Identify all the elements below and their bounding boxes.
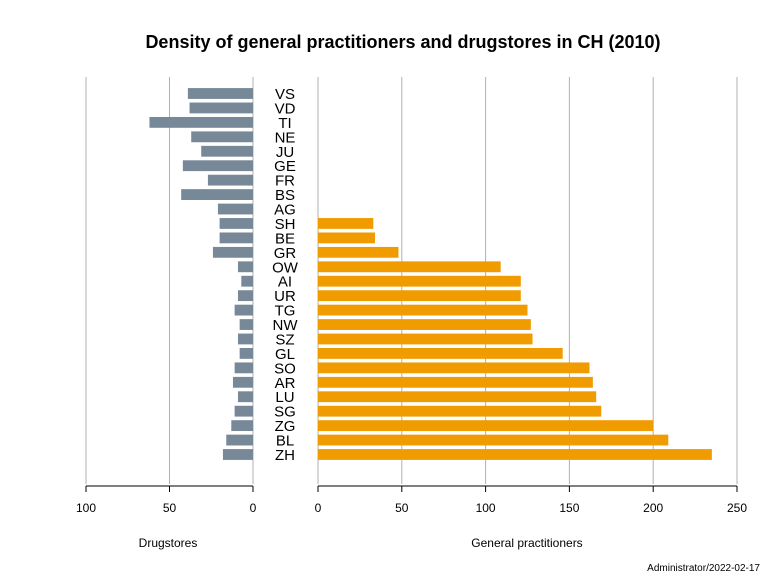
practitioner-bar-nw [318,319,531,330]
category-label-gl: GL [275,346,295,363]
category-label-fr: FR [275,173,295,190]
category-label-tg: TG [275,303,296,320]
category-label-ne: NE [275,129,296,146]
practitioner-bar-sz [318,333,533,345]
drugstore-bar-ur [237,290,253,302]
category-label-ai: AI [278,274,292,291]
category-label-zg: ZG [275,418,296,435]
category-label-ju: JU [276,144,294,161]
tick-label: 100 [76,501,96,515]
drugstore-bar-be [219,232,253,244]
drugstore-bars [149,88,253,460]
category-label-bs: BS [275,187,295,204]
practitioner-bar-sg [318,405,602,417]
drugstore-bar-lu [237,391,253,403]
category-label-sz: SZ [275,331,294,348]
category-label-ar: AR [275,375,296,392]
category-label-zh: ZH [275,447,295,464]
practitioner-bar-ow [318,261,501,273]
practitioner-bar-bl [318,434,669,446]
drugstore-bar-so [234,362,253,374]
tick-label: 50 [163,501,177,515]
drugstore-bar-gl [239,348,253,359]
drugstore-bar-ne [191,131,253,143]
practitioner-bar-zg [318,420,654,432]
tick-label: 150 [559,501,579,515]
category-label-be: BE [275,230,295,247]
drugstore-bar-ju [201,145,253,157]
tick-label: 0 [250,501,257,515]
practitioner-bar-sh [318,218,374,229]
drugstore-bar-vs [187,88,253,99]
category-label-ti: TI [278,115,291,132]
drugstore-bar-ar [232,376,253,388]
practitioner-bar-ur [318,290,521,302]
drugstore-bar-bs [181,189,253,200]
drugstore-bar-zh [222,449,253,460]
practitioners-axis: 0 50 100 150 200 250 [315,485,747,515]
drugstore-bar-sg [234,405,253,417]
category-label-lu: LU [275,389,294,406]
practitioner-bar-be [318,232,375,244]
practitioner-bar-tg [318,304,528,316]
drugstores-axis: 100 50 0 [76,485,257,515]
category-label-so: SO [274,360,296,377]
practitioner-bar-lu [318,391,597,403]
practitioner-bar-zh [318,449,712,460]
drugstore-bar-ti [149,116,253,128]
tick-label: 0 [315,501,322,515]
tick-label: 50 [395,501,409,515]
drugstore-bar-gr [212,246,253,258]
drugstore-bar-sh [219,218,253,229]
category-label-ag: AG [274,202,296,219]
drugstores-axis-label: Drugstores [139,536,198,550]
practitioner-bar-so [318,362,590,374]
drugstore-bar-sz [237,333,253,345]
drugstore-bar-ge [182,160,253,172]
credit-text: Administrator/2022-02-17 [647,563,760,574]
practitioner-bars [318,218,712,460]
category-label-bl: BL [276,433,294,450]
category-label-vs: VS [275,86,295,103]
drugstore-bar-ag [217,203,253,215]
tick-label: 200 [643,501,663,515]
drugstore-bar-ow [237,261,253,273]
drugstore-bar-vd [189,102,253,114]
drugstore-bar-ai [241,275,253,287]
practitioner-bar-gl [318,348,563,359]
tick-label: 100 [476,501,496,515]
category-label-vd: VD [275,100,296,117]
drugstore-bar-bl [226,434,253,446]
drugstore-bar-fr [207,174,253,186]
practitioner-bar-ai [318,275,521,287]
category-label-ow: OW [272,259,299,276]
drugstore-bar-nw [239,319,253,330]
category-label-ur: UR [274,288,296,305]
practitioner-bar-gr [318,246,399,258]
tick-label: 250 [727,501,747,515]
drugstore-bar-tg [234,304,253,316]
category-label-ge: GE [274,158,296,175]
category-label-sh: SH [275,216,296,233]
drugstore-bar-zg [231,420,253,432]
category-label-gr: GR [274,245,297,262]
category-label-nw: NW [273,317,299,334]
practitioner-bar-ar [318,376,593,388]
chart-title: Density of general practitioners and dru… [145,32,660,52]
category-label-sg: SG [274,404,296,421]
practitioners-axis-label: General practitioners [471,536,582,550]
category-labels: VSVDTINEJUGEFRBSAGSHBEGROWAIURTGNWSZGLSO… [272,86,299,464]
